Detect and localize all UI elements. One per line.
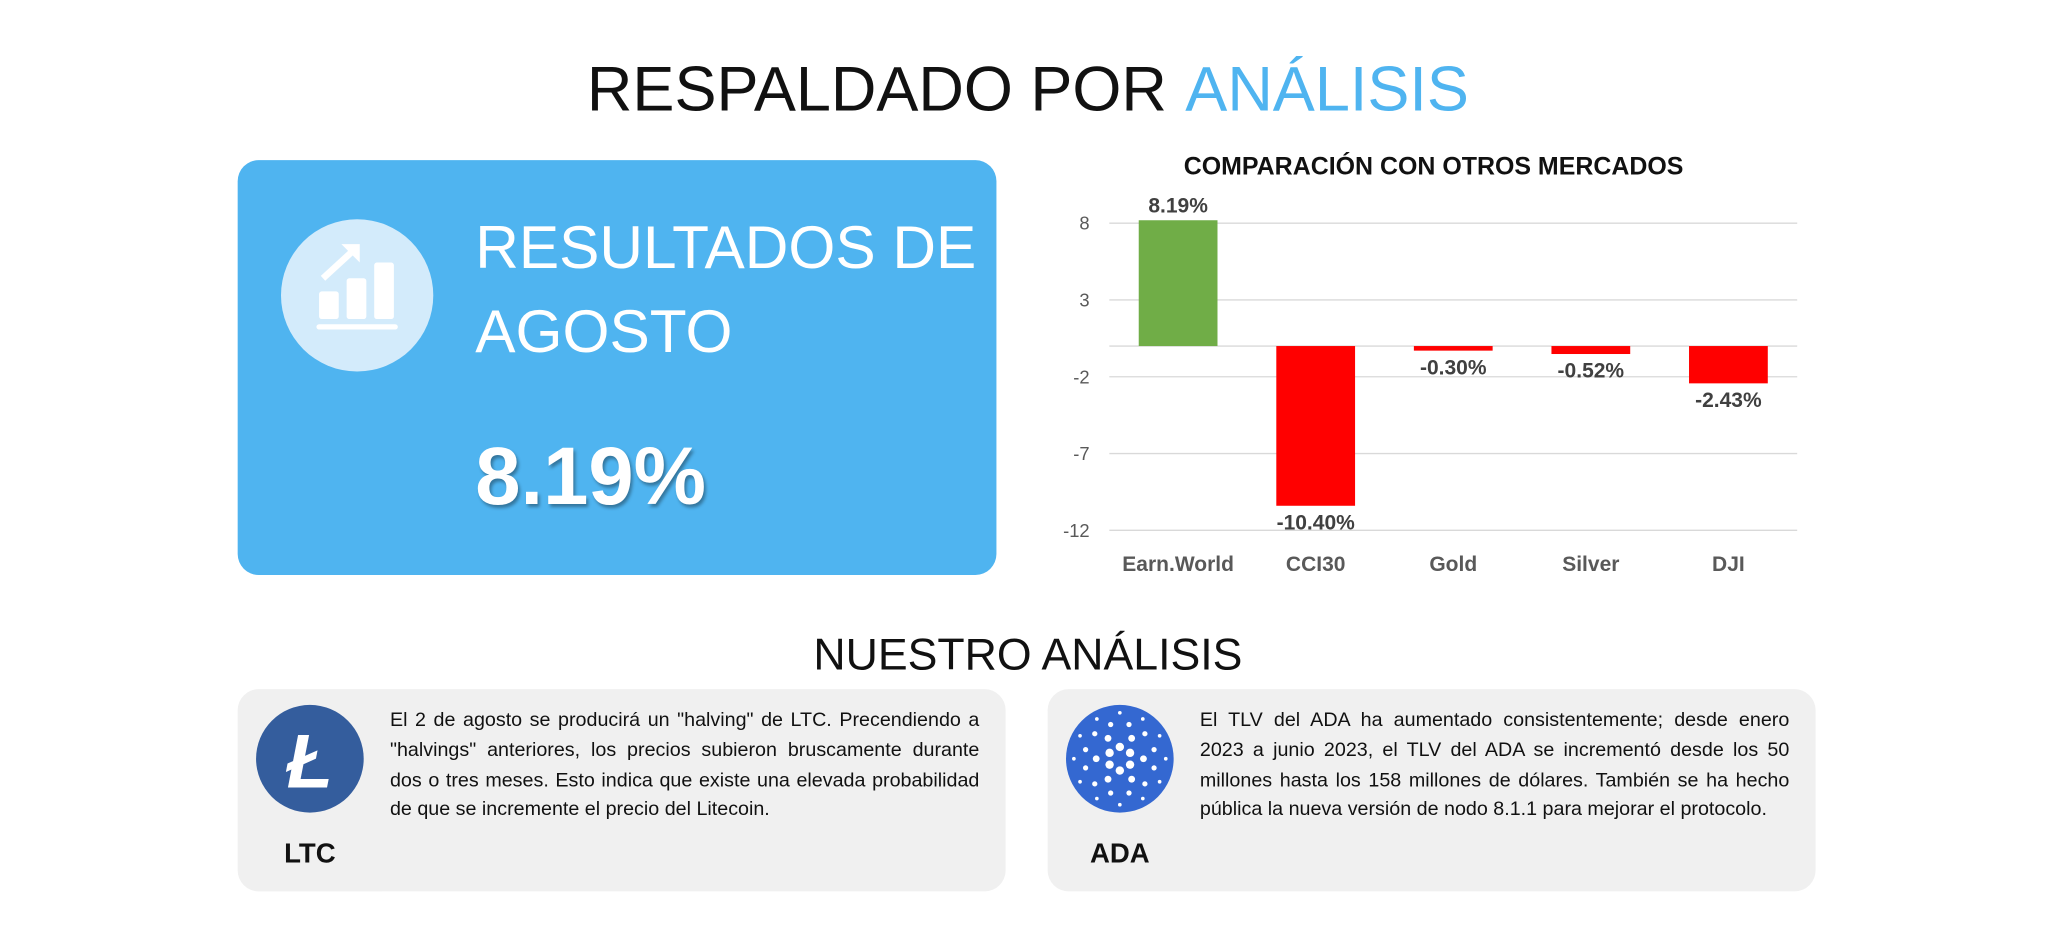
ada-dot [1078, 733, 1082, 738]
ada-dot [1092, 731, 1098, 737]
x-tick-label: DJI [1712, 553, 1745, 576]
ada-dot [1108, 790, 1114, 796]
coin-label: LTC [284, 837, 336, 868]
analysis-text: El TLV del ADA ha aumentado consistentem… [1199, 708, 1790, 821]
result-card [237, 160, 997, 575]
ada-dot [1126, 721, 1132, 728]
coin-label: ADA [1090, 837, 1150, 868]
card-value: 8.19% [475, 431, 706, 522]
bar [1276, 346, 1356, 506]
analysis-text-box: El TLV del ADA ha aumentado consistentem… [1199, 708, 1790, 821]
ada-dot [1157, 779, 1162, 784]
data-label: -2.43% [1695, 389, 1762, 412]
ada-dot [1140, 755, 1147, 763]
card-heading: AGOSTO [475, 297, 732, 365]
x-tick-label: Gold [1429, 553, 1477, 576]
data-label: 8.19% [1148, 194, 1208, 217]
ada-logo-dots [1072, 710, 1168, 807]
ada-dot [1115, 742, 1125, 752]
ada-dot [1125, 760, 1135, 769]
ada-dot [1104, 734, 1112, 742]
page-title: RESPALDADO POR ANÁLISIS [587, 54, 1469, 124]
ada-dot [1082, 746, 1089, 753]
bar [1551, 346, 1631, 355]
analysis-box [237, 689, 1006, 892]
ada-dot [1126, 790, 1132, 796]
x-tick-label: Earn.World [1122, 553, 1234, 576]
y-tick-label: -7 [1073, 443, 1089, 464]
bar [1689, 346, 1768, 384]
data-label: -0.52% [1558, 360, 1625, 383]
ada-dot [1105, 760, 1114, 769]
bar [1413, 346, 1493, 351]
ada-dot [1108, 721, 1114, 728]
ada-dot [1117, 710, 1122, 715]
section-title: NUESTRO ANÁLISIS [813, 630, 1242, 679]
ada-dot [1125, 748, 1135, 758]
ada-dot [1151, 746, 1157, 753]
ada-dot [1104, 775, 1112, 783]
chart-icon [316, 244, 398, 330]
ada-dot [1072, 756, 1076, 761]
analysis-text-box: El 2 de agosto se producirá un "halving"… [389, 708, 980, 821]
ada-dot [1128, 734, 1136, 742]
ada-dot [1140, 796, 1145, 801]
ada-dot [1142, 781, 1148, 787]
ada-dot [1092, 781, 1098, 787]
ada-dot [1140, 717, 1145, 721]
ada-dot [1115, 766, 1125, 775]
ada-dot [1095, 717, 1099, 721]
ada-logo [1066, 704, 1174, 813]
ltc-logo-glyph: Ł [286, 720, 334, 805]
ada-dot [1151, 765, 1157, 771]
ltc-logo [256, 704, 364, 813]
card-heading: RESULTADOS DE [475, 213, 976, 281]
ada-dot [1157, 733, 1162, 738]
analysis-text: El 2 de agosto se producirá un "halving"… [389, 708, 980, 821]
x-tick-label: Silver [1562, 553, 1619, 576]
data-label: -10.40% [1277, 511, 1356, 534]
analysis-box [1047, 689, 1816, 892]
ada-dot [1163, 756, 1168, 761]
y-tick-label: 3 [1079, 290, 1089, 311]
ada-dot [1078, 779, 1082, 784]
title-main: RESPALDADO POR [587, 54, 1167, 124]
chart: 8 3 -2 -7 -12 Earn.World 8.19% CCI30 -10.40% Gold… [1063, 194, 1798, 576]
ada-dot [1142, 731, 1148, 737]
ada-dot [1128, 775, 1136, 783]
ada-dot [1095, 796, 1099, 801]
ada-dot [1117, 802, 1122, 807]
x-tick-label: CCI30 [1286, 553, 1346, 576]
ada-dot [1105, 748, 1114, 758]
y-tick-label: 8 [1079, 213, 1089, 234]
y-tick-label: -2 [1073, 366, 1089, 387]
ada-dot [1092, 755, 1100, 763]
ada-dot [1082, 765, 1089, 771]
title-highlight: ANÁLISIS [1185, 54, 1469, 124]
bar [1138, 220, 1218, 347]
y-tick-label: -12 [1063, 520, 1090, 541]
data-label: -0.30% [1420, 356, 1487, 379]
chart-title: COMPARACIÓN CON OTROS MERCADOS [1184, 151, 1684, 181]
